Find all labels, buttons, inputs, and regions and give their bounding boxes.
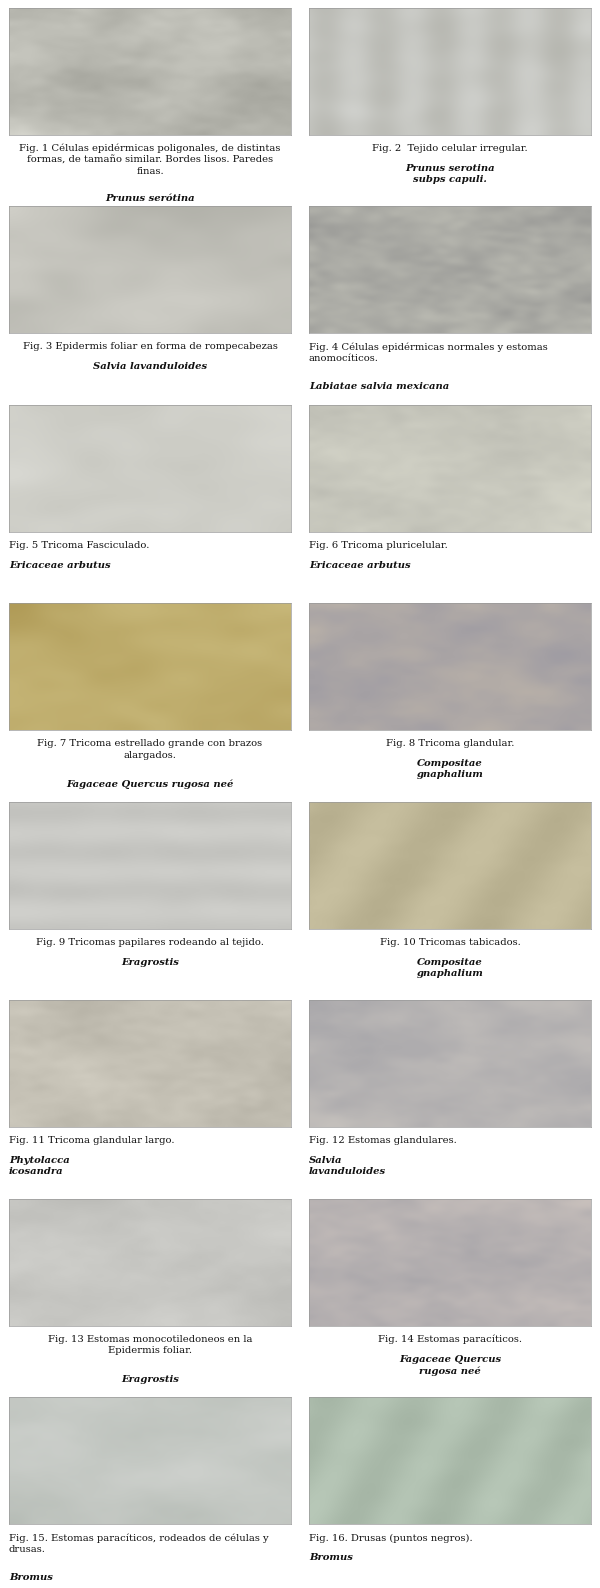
Text: Fig. 14 Estomas paracíticos.: Fig. 14 Estomas paracíticos. [378,1336,522,1345]
Text: Fig. 12 Estomas glandulares.: Fig. 12 Estomas glandulares. [309,1137,457,1145]
Text: Salvia lavanduloides: Salvia lavanduloides [93,362,207,372]
Text: Fig. 10 Tricomas tabicados.: Fig. 10 Tricomas tabicados. [380,939,520,946]
Text: Fig. 13 Estomas monocotiledoneos en la
Epidermis foliar.: Fig. 13 Estomas monocotiledoneos en la E… [48,1336,252,1355]
Text: Compositae
gnaphalium: Compositae gnaphalium [416,759,484,780]
Text: Compositae
gnaphalium: Compositae gnaphalium [416,958,484,978]
Text: Prunus serotina
subps capuli.: Prunus serotina subps capuli. [405,164,495,184]
Text: Fig. 9 Tricomas papilares rodeando al tejido.: Fig. 9 Tricomas papilares rodeando al te… [36,939,264,946]
Text: Salvia
lavanduloides: Salvia lavanduloides [309,1156,386,1177]
Text: Fig. 3 Epidermis foliar en forma de rompecabezas: Fig. 3 Epidermis foliar en forma de romp… [23,343,277,351]
Text: Fig. 16. Drusas (puntos negros).: Fig. 16. Drusas (puntos negros). [309,1534,473,1542]
Text: Bromus: Bromus [309,1553,353,1563]
Text: Fagaceae Quercus rugosa neé: Fagaceae Quercus rugosa neé [67,780,233,789]
Text: Bromus: Bromus [9,1574,53,1582]
Text: Fig. 4 Células epidérmicas normales y estomas
anomocíticos.: Fig. 4 Células epidérmicas normales y es… [309,343,548,364]
Text: Fagaceae Quercus
rugosa neé: Fagaceae Quercus rugosa neé [399,1355,501,1375]
Text: Labiatae salvia mexicana: Labiatae salvia mexicana [309,383,449,391]
Text: Fig. 11 Tricoma glandular largo.: Fig. 11 Tricoma glandular largo. [9,1137,175,1145]
Text: Prunus serótina: Prunus serótina [105,194,195,203]
Text: Fig. 6 Tricoma pluricelular.: Fig. 6 Tricoma pluricelular. [309,542,448,549]
Text: Fig. 8 Tricoma glandular.: Fig. 8 Tricoma glandular. [386,740,514,748]
Text: Fig. 5 Tricoma Fasciculado.: Fig. 5 Tricoma Fasciculado. [9,542,149,549]
Text: Eragrostis: Eragrostis [121,958,179,967]
Text: Phytolacca
icosandra: Phytolacca icosandra [9,1156,70,1177]
Text: Fig. 2  Tejido celular irregular.: Fig. 2 Tejido celular irregular. [372,145,528,152]
Text: Ericaceae arbutus: Ericaceae arbutus [9,561,110,570]
Text: Fig. 1 Células epidérmicas poligonales, de distintas
formas, de tamaño similar. : Fig. 1 Células epidérmicas poligonales, … [19,145,281,176]
Text: Fig. 15. Estomas paracíticos, rodeados de células y
drusas.: Fig. 15. Estomas paracíticos, rodeados d… [9,1534,269,1555]
Text: Eragrostis: Eragrostis [121,1375,179,1383]
Text: Ericaceae arbutus: Ericaceae arbutus [309,561,410,570]
Text: Fig. 7 Tricoma estrellado grande con brazos
alargados.: Fig. 7 Tricoma estrellado grande con bra… [37,740,263,759]
